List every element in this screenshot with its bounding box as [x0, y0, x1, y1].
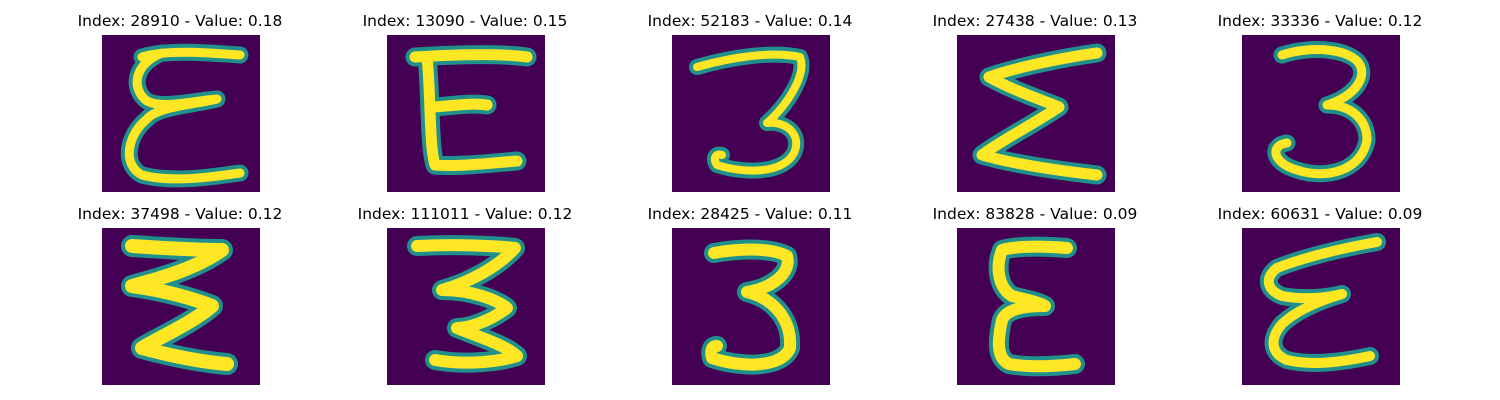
- panel-8: Index: 28425 - Value: 0.11: [600, 193, 900, 385]
- panel-title: Index: 60631 - Value: 0.09: [1217, 205, 1423, 223]
- panel-6: Index: 37498 - Value: 0.12: [30, 193, 330, 385]
- digit-image-zigzag-3: [102, 228, 260, 385]
- panel-title: Index: 111011 - Value: 0.12: [357, 205, 573, 223]
- panel-3: Index: 52183 - Value: 0.14: [600, 0, 900, 192]
- panel-title: Index: 83828 - Value: 0.09: [932, 205, 1138, 223]
- digit-image-3-flat: [672, 228, 830, 385]
- digit-image-capital-E: [387, 35, 545, 192]
- panel-5: Index: 33336 - Value: 0.12: [1170, 0, 1470, 192]
- panel-10: Index: 60631 - Value: 0.09: [1170, 193, 1470, 385]
- panel-title: Index: 13090 - Value: 0.15: [362, 12, 568, 30]
- digit-image-3-curly: [1242, 35, 1400, 192]
- panel-7: Index: 111011 - Value: 0.12: [315, 193, 615, 385]
- panel-4: Index: 27438 - Value: 0.13: [885, 0, 1185, 192]
- panel-title: Index: 33336 - Value: 0.12: [1217, 12, 1423, 30]
- digit-image-epsilon: [957, 228, 1115, 385]
- panel-title: Index: 37498 - Value: 0.12: [77, 205, 283, 223]
- digit-image-epsilon-looped: [102, 35, 260, 192]
- digit-image-zigzag-E: [957, 35, 1115, 192]
- panel-title: Index: 52183 - Value: 0.14: [647, 12, 853, 30]
- panel-title: Index: 27438 - Value: 0.13: [932, 12, 1138, 30]
- panel-title: Index: 28425 - Value: 0.11: [647, 205, 853, 223]
- digit-image-epsilon-slanted: [1242, 228, 1400, 385]
- panel-title: Index: 28910 - Value: 0.18: [77, 12, 283, 30]
- digit-image-3: [672, 35, 830, 192]
- digit-image-zigzag-3: [387, 228, 545, 385]
- panel-2: Index: 13090 - Value: 0.15: [315, 0, 615, 192]
- panel-9: Index: 83828 - Value: 0.09: [885, 193, 1185, 385]
- panel-1: Index: 28910 - Value: 0.18: [30, 0, 330, 192]
